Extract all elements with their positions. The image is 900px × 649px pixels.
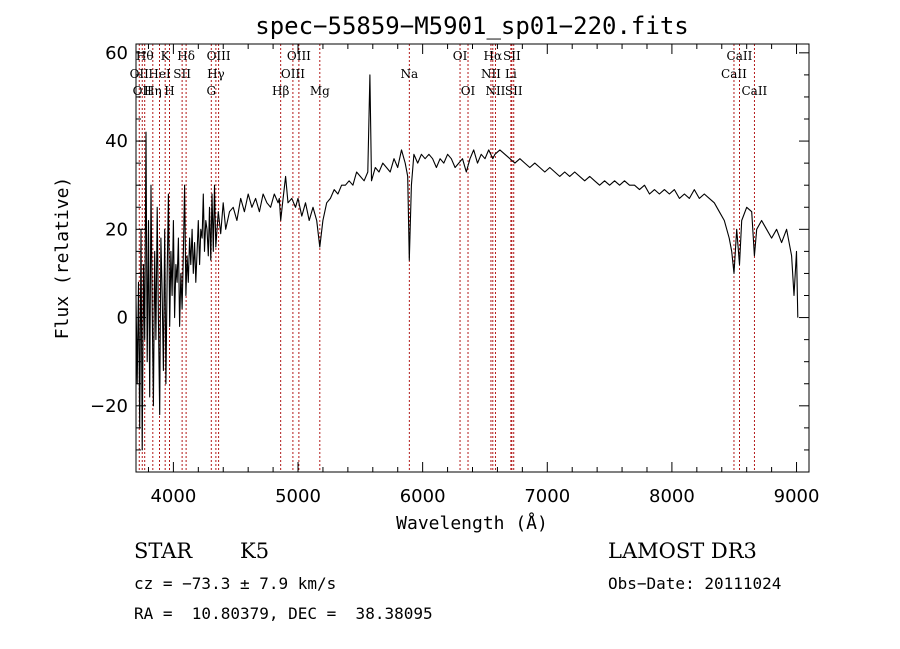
- line-marker-label: H: [164, 84, 174, 98]
- line-marker-label: HeI: [148, 67, 171, 81]
- y-tick-label: 0: [117, 308, 128, 329]
- x-tick-label: 7000: [524, 486, 570, 507]
- line-marker-label: Hα: [484, 49, 503, 63]
- plot-frame: [135, 43, 810, 473]
- y-tick-label: 40: [105, 131, 128, 152]
- x-tick-label: 5000: [275, 486, 321, 507]
- x-tick-label: 8000: [649, 486, 695, 507]
- line-markers: [138, 44, 755, 472]
- line-marker-label: Hδ: [177, 49, 195, 63]
- line-marker-label: OIII: [287, 49, 311, 63]
- line-marker-label: OII: [133, 84, 153, 98]
- line-marker-label: SII: [173, 67, 191, 81]
- y-tick-label: −20: [90, 396, 128, 417]
- y-tick-label: 60: [105, 43, 128, 64]
- line-marker-label: OI: [461, 84, 476, 98]
- x-tick-label: 4000: [150, 486, 196, 507]
- object-class: STAR: [134, 539, 193, 563]
- line-marker-label: Na: [400, 67, 418, 81]
- line-marker-label: SII: [503, 49, 521, 63]
- y-axis-ticks: −20 0 20 40 60: [90, 43, 809, 451]
- line-marker-labels: OII OII Hθ Hη HeI K H SII Hδ G Hγ OIII Hβ OIII OIII Mg N…: [130, 49, 768, 98]
- line-marker-label: CaII: [741, 84, 767, 98]
- line-marker-label: Hβ: [272, 84, 289, 98]
- line-marker-label: OII: [130, 67, 150, 81]
- line-marker-label: K: [161, 49, 171, 63]
- line-marker-label: Li: [505, 67, 517, 81]
- line-marker-label: Hγ: [207, 67, 225, 81]
- x-axis-label: Wavelength (Å): [396, 512, 548, 534]
- x-tick-label: 9000: [774, 486, 820, 507]
- line-marker-label: NII: [485, 84, 505, 98]
- line-marker-label: OIII: [207, 49, 231, 63]
- x-axis-ticks: 4000 5000 6000 7000 8000 9000: [147, 44, 820, 507]
- spectrum-line: [135, 74, 799, 451]
- line-marker-label: CaII: [727, 49, 753, 63]
- line-marker-label: SII: [505, 84, 523, 98]
- survey-name: LAMOST DR3: [608, 539, 757, 563]
- x-tick-label: 6000: [400, 486, 446, 507]
- line-marker-label: NII: [481, 67, 501, 81]
- observation-date: Obs−Date: 20111024: [608, 574, 782, 593]
- line-marker-label: OIII: [281, 67, 305, 81]
- line-marker-label: G: [206, 84, 216, 98]
- y-axis-label: Flux (relative): [52, 177, 73, 340]
- sky-coordinates: RA = 10.80379, DEC = 38.38095: [134, 604, 433, 623]
- line-marker-label: OI: [453, 49, 468, 63]
- line-marker-label: CaII: [721, 67, 747, 81]
- y-tick-label: 20: [105, 219, 128, 240]
- line-marker-label: Mg: [310, 84, 330, 98]
- line-marker-label: Hθ: [136, 49, 154, 63]
- object-subclass: K5: [240, 539, 270, 563]
- chart-title: spec−55859−M5901_sp01−220.fits: [255, 12, 688, 40]
- line-marker-label: Hη: [144, 84, 162, 98]
- redshift-velocity: cz = −73.3 ± 7.9 km/s: [134, 574, 337, 593]
